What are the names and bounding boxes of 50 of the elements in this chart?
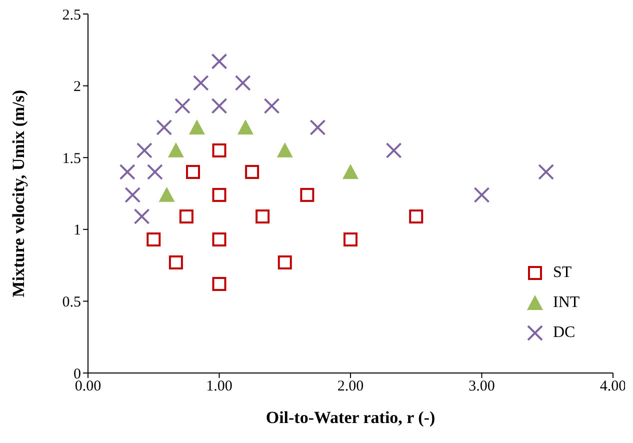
legend-label: INT bbox=[553, 294, 580, 312]
point bbox=[188, 119, 205, 134]
point bbox=[238, 119, 254, 134]
x-tick-label: 0.00 bbox=[74, 378, 102, 395]
point bbox=[212, 232, 226, 246]
point bbox=[234, 74, 251, 91]
legend-label: DC bbox=[553, 324, 576, 342]
y-tick-label: 1 bbox=[74, 222, 81, 239]
point bbox=[186, 164, 200, 179]
point bbox=[409, 209, 424, 224]
point bbox=[386, 142, 402, 158]
x-tick-label: 3.00 bbox=[468, 378, 495, 395]
y-axis-title: Mixture velocity, Umix (m/s) bbox=[9, 90, 28, 298]
point bbox=[192, 74, 209, 91]
point bbox=[179, 209, 194, 224]
point bbox=[146, 164, 163, 180]
point bbox=[158, 186, 175, 202]
point bbox=[168, 255, 183, 270]
point bbox=[136, 142, 152, 158]
point bbox=[264, 98, 280, 114]
point bbox=[344, 232, 358, 246]
point bbox=[538, 164, 554, 180]
point bbox=[245, 164, 260, 179]
point bbox=[156, 119, 172, 136]
point bbox=[146, 232, 161, 246]
point bbox=[212, 143, 226, 158]
point bbox=[276, 142, 293, 158]
point bbox=[211, 98, 228, 114]
point bbox=[168, 142, 184, 158]
point bbox=[310, 119, 326, 136]
point bbox=[174, 98, 190, 114]
x-axis-title: Oil-to-Water ratio, r (-) bbox=[266, 408, 436, 427]
point bbox=[134, 208, 150, 224]
y-tick-label: 2 bbox=[74, 79, 81, 96]
point bbox=[256, 209, 270, 224]
y-tick-label: 0.5 bbox=[62, 294, 81, 311]
point bbox=[212, 188, 226, 202]
point bbox=[124, 186, 141, 203]
y-tick-label: 1.5 bbox=[62, 150, 81, 167]
point bbox=[474, 186, 490, 203]
point bbox=[278, 255, 292, 270]
point bbox=[300, 188, 314, 202]
y-tick-label: 2.5 bbox=[62, 7, 81, 24]
point bbox=[212, 276, 226, 291]
x-tick-label: 2.00 bbox=[337, 378, 364, 395]
x-tick-label: 1.00 bbox=[206, 378, 232, 395]
point bbox=[211, 53, 228, 70]
point bbox=[342, 164, 358, 179]
legend-label: ST bbox=[553, 264, 572, 282]
point bbox=[119, 164, 136, 180]
